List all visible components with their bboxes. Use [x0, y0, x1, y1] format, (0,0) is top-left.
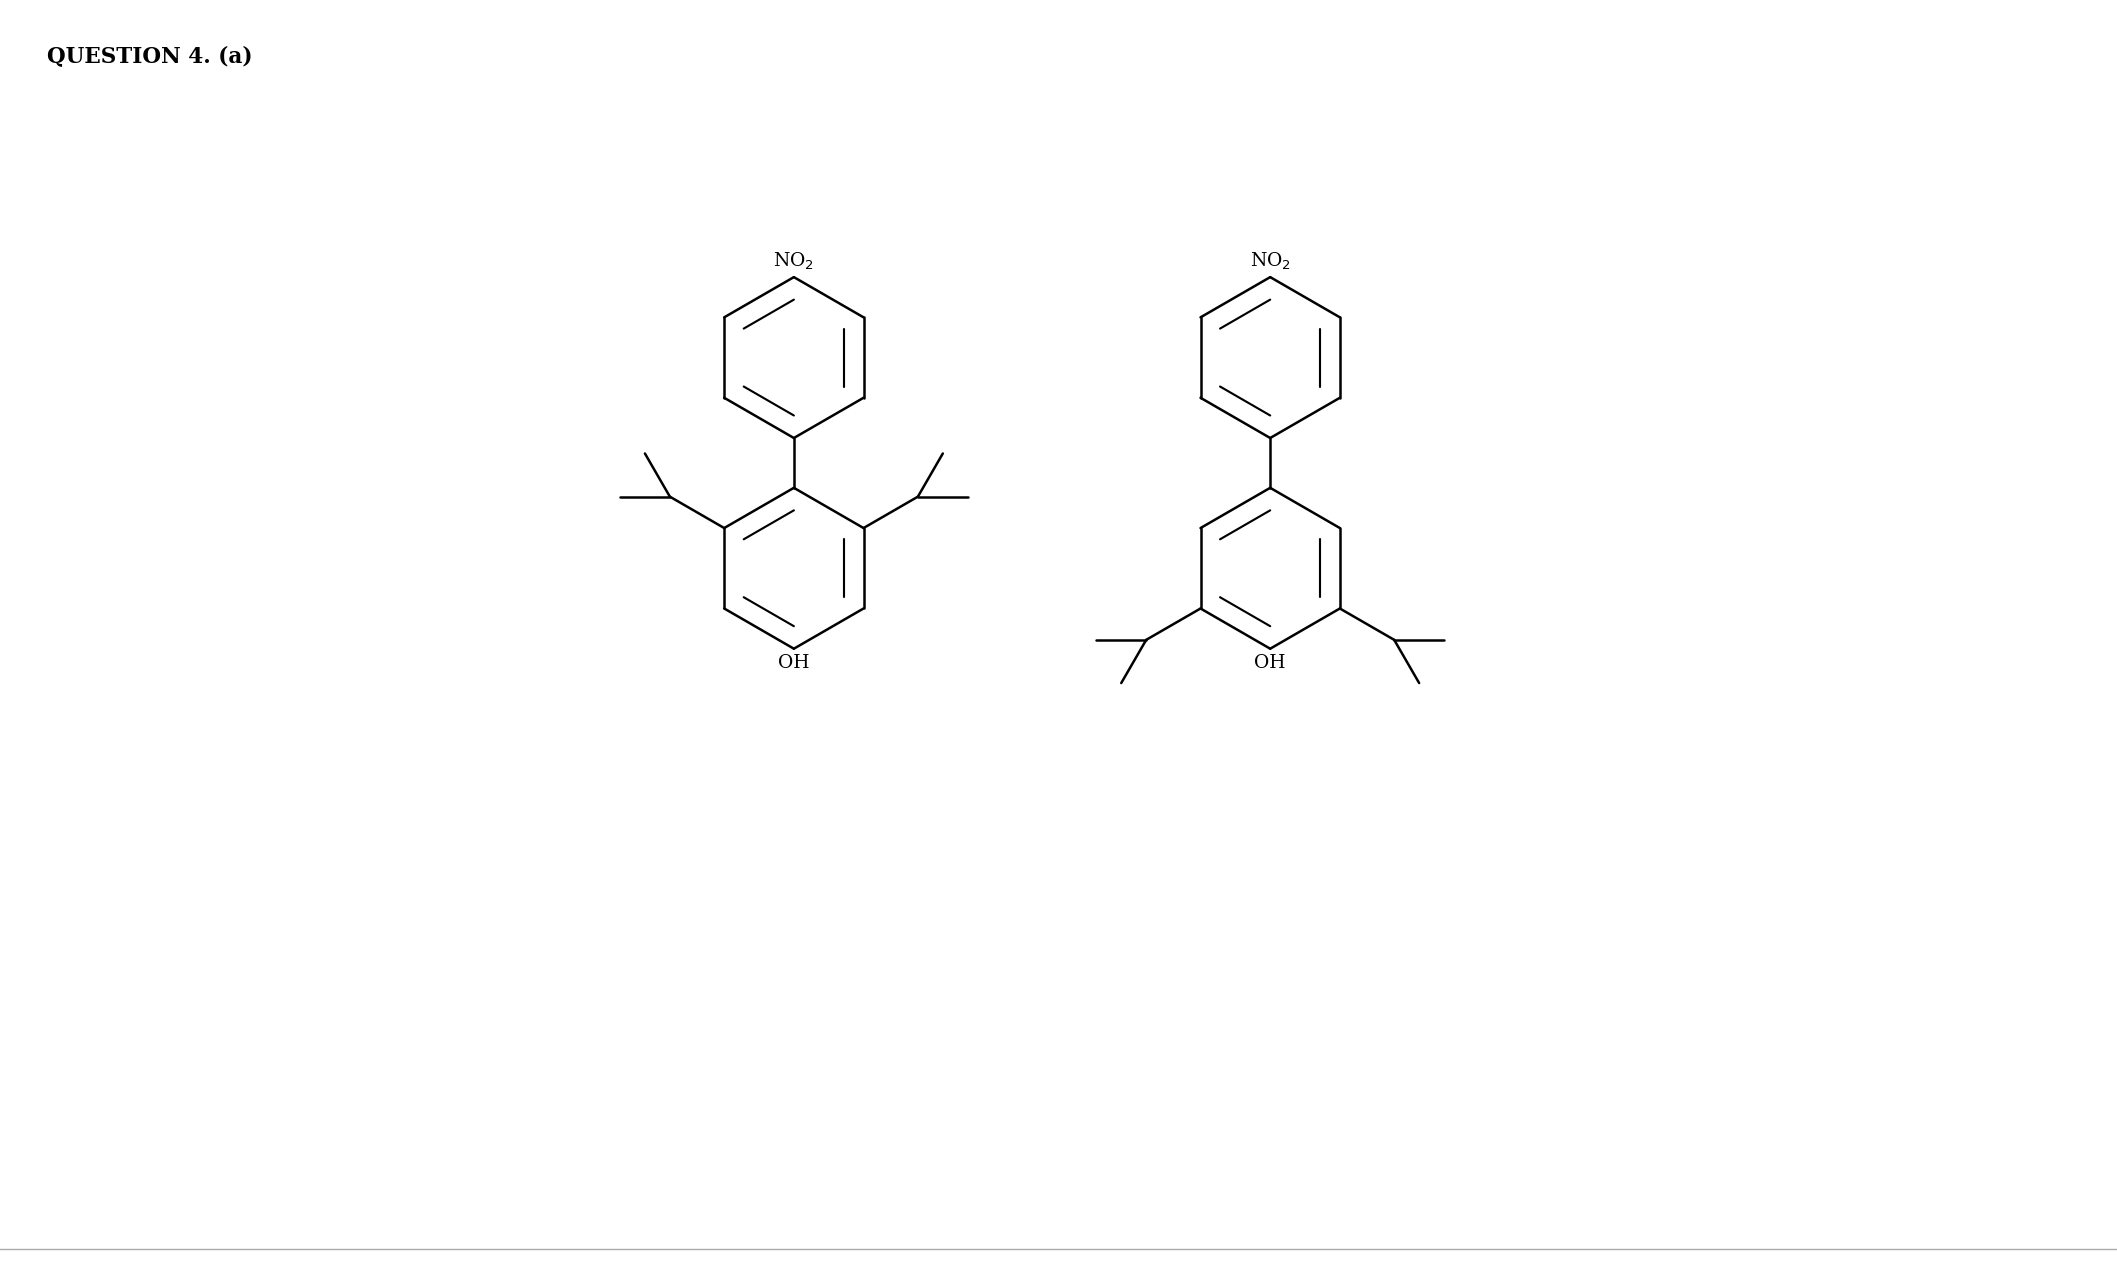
Text: NO$_2$: NO$_2$ [1249, 250, 1291, 272]
Text: NO$_2$: NO$_2$ [773, 250, 815, 272]
Text: QUESTION 4. (a): QUESTION 4. (a) [47, 45, 252, 66]
Text: OH: OH [1255, 654, 1285, 672]
Text: OH: OH [779, 654, 809, 672]
